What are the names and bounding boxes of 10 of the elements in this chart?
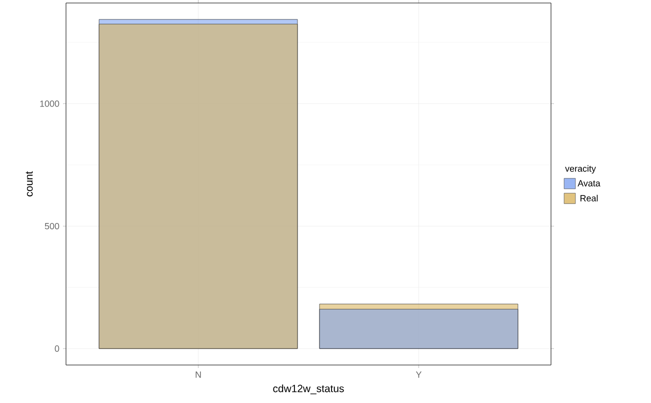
- x-tick-label: N: [196, 372, 201, 378]
- y-tick-label: 0: [54, 345, 60, 352]
- y-tick-label: 500: [44, 222, 60, 230]
- x-axis-title: cdw12w_status: [273, 384, 344, 394]
- legend-label: Avata: [578, 180, 600, 186]
- legend-label: Real: [580, 194, 598, 202]
- y-tick-label: 1000: [40, 100, 60, 107]
- y-axis-title: count: [26, 171, 33, 196]
- x-tick-label: Y: [416, 372, 422, 378]
- legend-title: veracity: [565, 165, 596, 174]
